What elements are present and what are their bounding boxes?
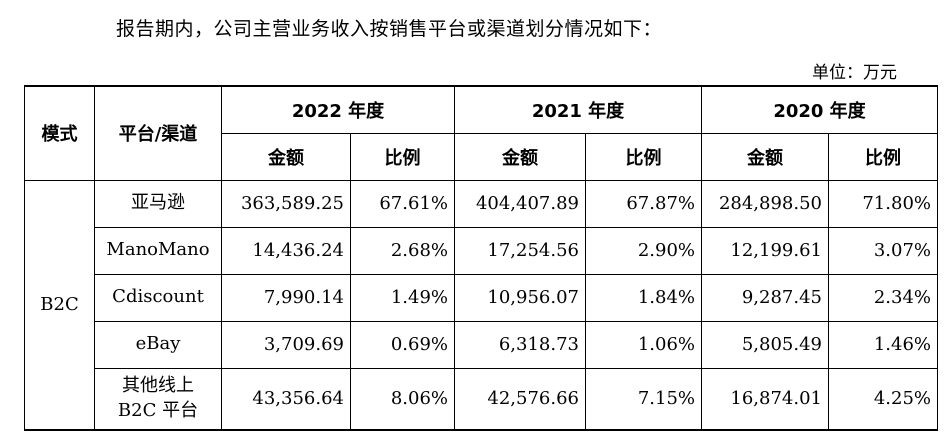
header-platform: 平台/渠道 [94, 85, 222, 181]
ratio-cell: 1.49% [350, 273, 455, 322]
header-year-2022: 2022 年度 [221, 85, 455, 134]
table-row: 其他线上 B2C 平台 43,356.64 8.06% 42,576.66 7.… [25, 367, 938, 431]
amount-cell: 6,318.73 [454, 320, 586, 369]
platform-cell: eBay [94, 320, 222, 369]
header-year-2020: 2020 年度 [701, 85, 938, 134]
platform-cell: ManoMano [94, 226, 222, 275]
amount-cell: 404,407.89 [454, 179, 586, 228]
header-amount-2022: 金额 [221, 132, 351, 181]
platform-cell: 亚马逊 [94, 179, 222, 228]
mode-cell: B2C [24, 179, 95, 431]
amount-cell: 3,709.69 [221, 320, 351, 369]
ratio-cell: 2.68% [350, 226, 455, 275]
header-ratio-2020: 比例 [828, 132, 938, 181]
unit-label: 单位：万元 [812, 63, 897, 83]
platform-cell: 其他线上 B2C 平台 [94, 367, 222, 431]
table-row: eBay 3,709.69 0.69% 6,318.73 1.06% 5,805… [25, 320, 938, 369]
ratio-cell: 71.80% [828, 179, 938, 228]
amount-cell: 43,356.64 [221, 367, 351, 431]
amount-cell: 284,898.50 [701, 179, 829, 228]
amount-cell: 16,874.01 [701, 367, 829, 431]
ratio-cell: 1.84% [585, 273, 702, 322]
amount-cell: 14,436.24 [221, 226, 351, 275]
ratio-cell: 4.25% [828, 367, 938, 431]
amount-cell: 42,576.66 [454, 367, 586, 431]
amount-cell: 7,990.14 [221, 273, 351, 322]
ratio-cell: 3.07% [828, 226, 938, 275]
header-ratio-2021: 比例 [585, 132, 702, 181]
table-row: Cdiscount 7,990.14 1.49% 10,956.07 1.84%… [25, 273, 938, 322]
amount-cell: 17,254.56 [454, 226, 586, 275]
ratio-cell: 0.69% [350, 320, 455, 369]
ratio-cell: 2.90% [585, 226, 702, 275]
ratio-cell: 1.46% [828, 320, 938, 369]
ratio-cell: 2.34% [828, 273, 938, 322]
table-row: B2C 亚马逊 363,589.25 67.61% 404,407.89 67.… [24, 179, 938, 431]
ratio-cell: 67.87% [585, 179, 702, 228]
ratio-cell: 67.61% [350, 179, 455, 228]
amount-cell: 9,287.45 [701, 273, 829, 322]
header-year-2021: 2021 年度 [454, 85, 702, 134]
platform-line: B2C 平台 [117, 399, 199, 421]
ratio-cell: 1.06% [585, 320, 702, 369]
amount-cell: 363,589.25 [221, 179, 351, 228]
header-amount-2021: 金额 [454, 132, 586, 181]
platform-cell: Cdiscount [94, 273, 222, 322]
header-ratio-2022: 比例 [350, 132, 455, 181]
header-amount-2020: 金额 [701, 132, 829, 181]
revenue-by-platform-table: 模式 平台/渠道 2022 年度 2021 年度 2020 年度 金额 比例 金… [24, 85, 938, 431]
header-mode: 模式 [24, 85, 95, 181]
platform-line: 其他线上 [122, 375, 194, 397]
amount-cell: 12,199.61 [701, 226, 829, 275]
table-row: ManoMano 14,436.24 2.68% 17,254.56 2.90%… [25, 226, 938, 275]
amount-cell: 10,956.07 [454, 273, 586, 322]
ratio-cell: 8.06% [350, 367, 455, 431]
amount-cell: 5,805.49 [701, 320, 829, 369]
intro-text: 报告期内，公司主营业务收入按销售平台或渠道划分情况如下： [116, 18, 663, 40]
ratio-cell: 7.15% [585, 367, 702, 431]
